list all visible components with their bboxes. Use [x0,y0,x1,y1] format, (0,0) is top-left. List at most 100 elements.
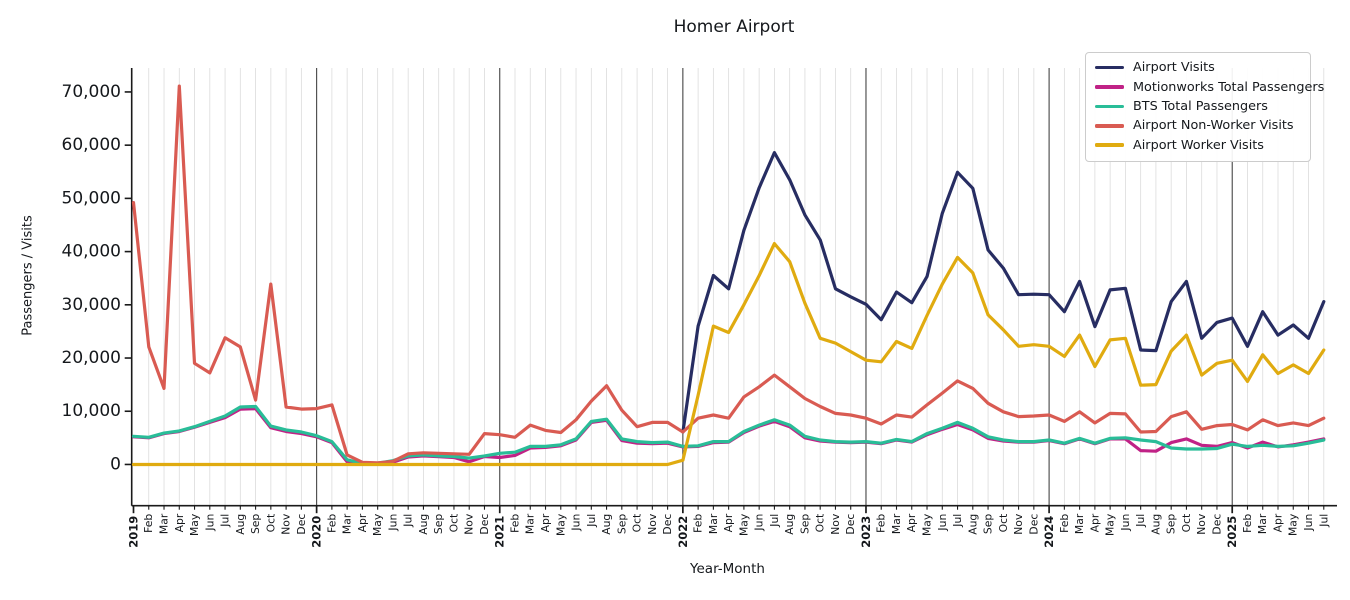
x-tick-label: Jun [936,514,949,532]
legend-label: BTS Total Passengers [1133,98,1268,114]
x-tick-label: Apr [1272,513,1285,532]
x-tick-label: 2025 [1225,516,1239,548]
series-line-airport-non-worker-visits [131,84,1326,465]
x-tick-label: Nov [280,513,293,535]
x-tick-label: Nov [1012,513,1025,535]
x-tick-label: Jul [1134,514,1147,528]
legend-swatch [1095,143,1124,148]
x-tick-label: Apr [539,513,552,532]
x-tick-label: May [1287,513,1300,536]
series-line-bts-total-passengers [131,404,1326,466]
x-tick-label: Dec [661,514,674,535]
x-axis-label: Year-Month [690,561,765,577]
x-tick-label: May [554,513,567,536]
x-tick-label: 2020 [310,516,324,548]
x-tick-label: 2024 [1042,516,1056,548]
x-tick-label: Feb [142,514,155,533]
legend-label: Airport Non-Worker Visits [1133,118,1294,134]
x-tick-label: Apr [173,513,186,532]
x-tick-label: Dec [295,514,308,535]
x-tick-label: Jun [1302,514,1315,532]
x-tick-label: Sep [432,514,445,534]
x-tick-label: Jun [753,514,766,532]
x-tick-label: Oct [1180,514,1193,533]
x-tick-label: Jul [951,514,964,528]
x-tick-label: Apr [905,513,918,532]
legend-label: Airport Visits [1133,60,1215,76]
x-tick-label: Feb [1241,514,1254,533]
legend-item: BTS Total Passengers [1095,97,1302,116]
y-tick-label: 30,000 [62,295,121,315]
y-tick-label: 20,000 [62,348,121,368]
x-tick-label: Jul [219,514,232,528]
series-line-airport-worker-visits [131,242,1326,467]
x-tick-label: 2019 [127,516,141,548]
x-tick-label: Dec [844,514,857,535]
x-tick-label: May [737,513,750,536]
x-tick-label: Feb [875,514,888,533]
x-tick-label: Mar [890,513,903,534]
x-tick-label: Nov [1195,513,1208,535]
x-tick-label: Mar [1073,513,1086,534]
x-tick-label: Feb [692,514,705,533]
x-tick-label: 2023 [859,516,873,548]
x-tick-label: Aug [966,514,979,535]
legend-swatch [1095,65,1124,70]
x-tick-label: Oct [447,514,460,533]
x-tick-label: Oct [997,514,1010,533]
y-tick-label: 70,000 [62,82,121,102]
x-tick-label: Aug [600,514,613,535]
legend: Airport Visits Motionworks Total Passenge… [1085,52,1324,162]
series-line-airport-visits [681,151,1326,434]
x-tick-label: Dec [1027,514,1040,535]
legend-swatch [1095,124,1124,128]
x-tick-label: Dec [478,514,491,535]
x-tick-label: May [921,513,934,536]
y-tick-label: 50,000 [62,188,121,208]
x-tick-label: Mar [158,513,171,534]
x-tick-label: Apr [356,513,369,532]
y-tick-label: 40,000 [62,242,121,262]
y-tick-label: 60,000 [62,135,121,155]
x-tick-label: May [188,513,201,536]
legend-swatch [1095,85,1124,89]
x-tick-label: Feb [509,514,522,533]
x-tick-label: Mar [1256,513,1269,534]
x-tick-label: Jul [768,514,781,528]
legend-label: Airport Worker Visits [1133,137,1264,153]
y-tick-label: 10,000 [62,401,121,421]
x-tick-label: Oct [264,514,277,533]
x-tick-label: Jun [570,514,583,532]
x-tick-label: Mar [524,513,537,534]
legend-swatch [1095,104,1124,109]
x-tick-label: 2022 [676,516,690,548]
x-tick-label: Oct [814,514,827,533]
x-tick-label: Nov [829,513,842,535]
x-tick-label: 2021 [493,516,507,548]
chart-title: Homer Airport [673,17,795,37]
x-tick-label: Oct [631,514,644,533]
y-tick-label: 0 [110,454,121,474]
legend-item: Motionworks Total Passengers [1095,77,1324,96]
x-tick-label: Feb [325,514,338,533]
x-tick-label: Sep [1165,514,1178,534]
x-tick-label: Jun [203,514,216,532]
x-tick-label: Nov [646,513,659,535]
x-tick-label: Aug [234,514,247,535]
x-tick-label: Jul [585,514,598,528]
x-tick-label: Mar [707,513,720,534]
x-tick-label: Jun [386,514,399,532]
x-tick-label: Aug [417,514,430,535]
x-tick-label: Mar [341,513,354,534]
x-tick-label: Feb [1058,514,1071,533]
legend-item: Airport Worker Visits [1095,136,1302,155]
x-tick-label: Sep [249,514,262,534]
x-tick-label: Apr [1088,513,1101,532]
legend-item: Airport Non-Worker Visits [1095,116,1302,135]
x-tick-label: Sep [615,514,628,534]
x-tick-label: May [371,513,384,536]
x-tick-label: Jul [1317,514,1330,528]
x-tick-label: Aug [783,514,796,535]
